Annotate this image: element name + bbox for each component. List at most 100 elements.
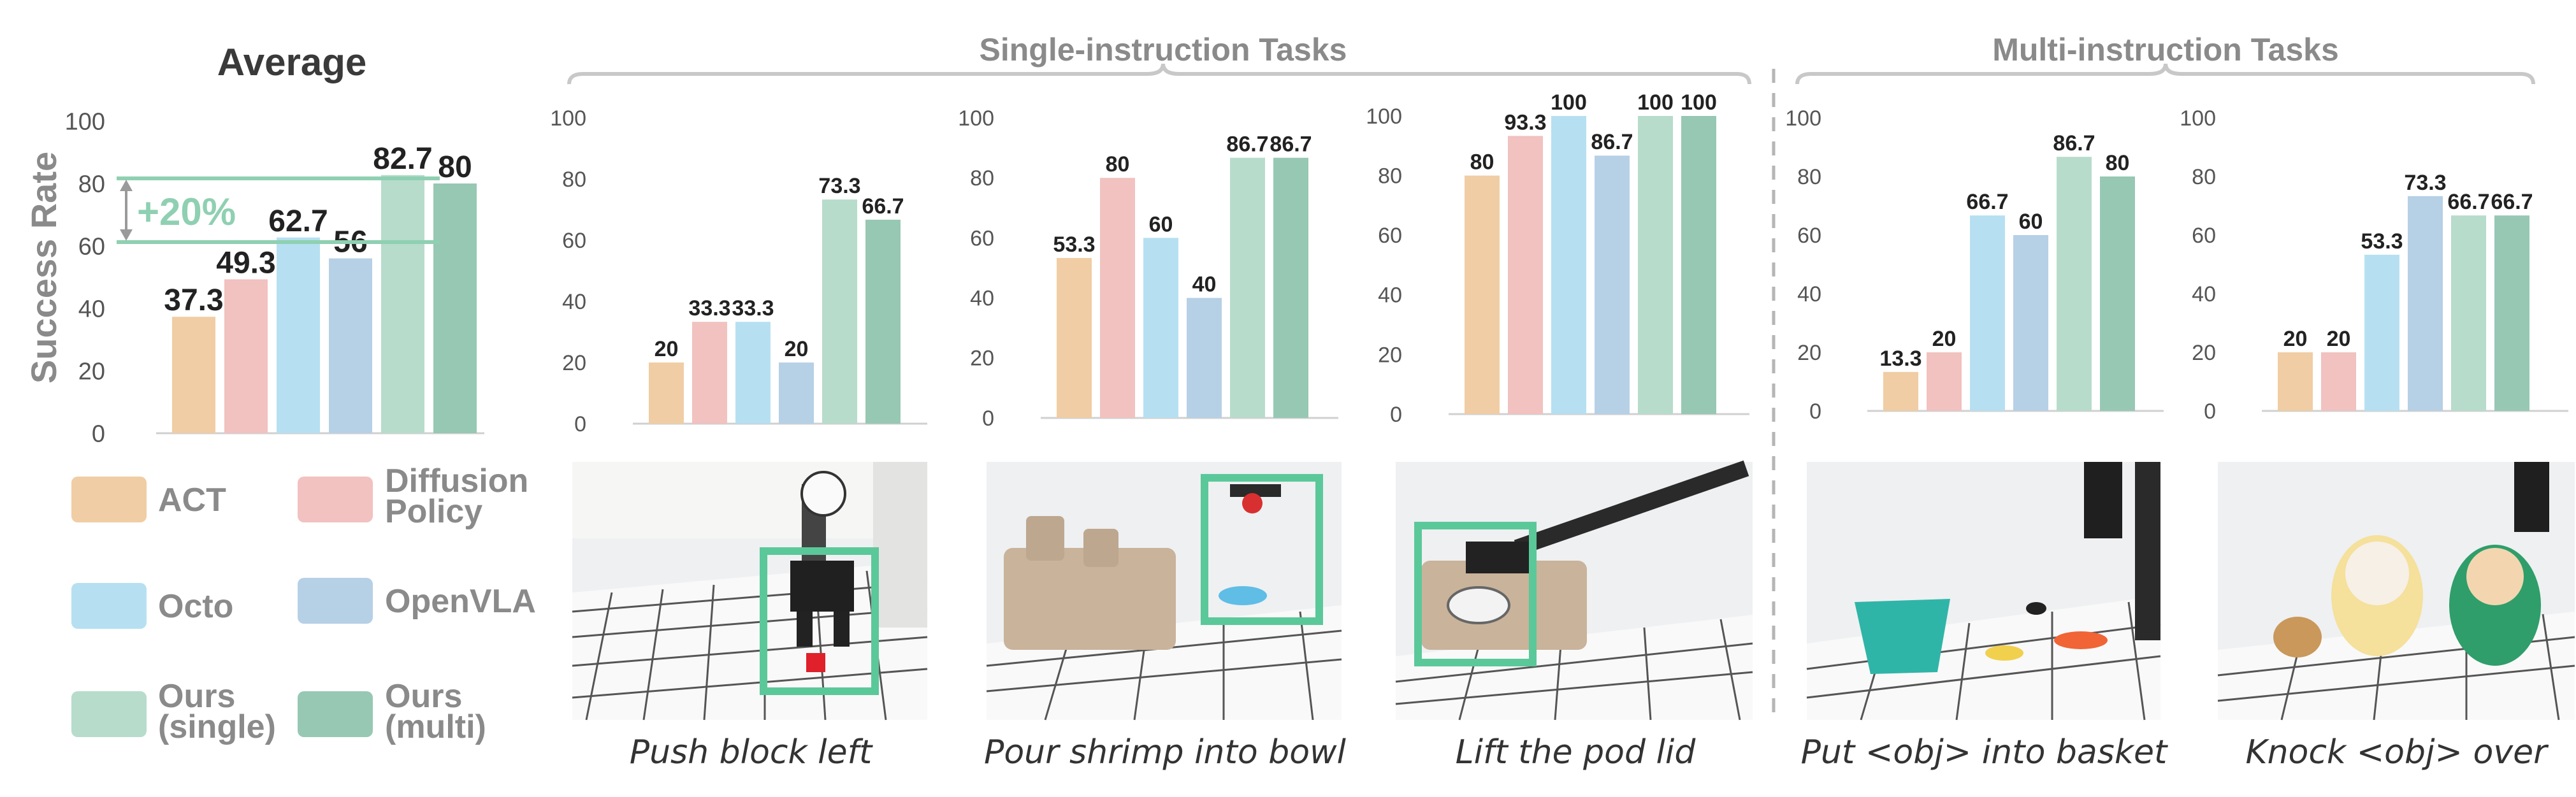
y-tick-label: 60 bbox=[970, 226, 994, 250]
bar-diffusion-policy bbox=[1927, 352, 1962, 411]
legend-swatch bbox=[71, 477, 147, 522]
legend-item-diffusion-policy: Diffusion Policy bbox=[298, 463, 528, 530]
value-label-act: 13.3 bbox=[1879, 347, 1921, 371]
value-label-ours-single: 82.7 bbox=[373, 142, 432, 176]
legend-item-octo: Octo bbox=[71, 583, 233, 629]
legend-item-openvla: OpenVLA bbox=[298, 578, 536, 624]
value-label-act: 80 bbox=[1470, 150, 1494, 175]
value-label-octo: 33.3 bbox=[732, 296, 774, 320]
bar-ours-single bbox=[1638, 116, 1673, 414]
value-label-octo: 66.7 bbox=[1966, 190, 2008, 214]
single-instruction-title: Single-instruction Tasks bbox=[980, 32, 1347, 68]
bar-octo bbox=[1551, 116, 1586, 414]
legend-label: Diffusion bbox=[385, 463, 528, 499]
y-tick-label: 40 bbox=[970, 287, 994, 311]
chart-put-obj-into-basket: 0 20 40 60 80 100 13.3 20 66.7 60 86.7 80 bbox=[1785, 106, 2164, 424]
y-tick-label: 0 bbox=[1390, 403, 1402, 427]
bar-openvla bbox=[1595, 155, 1630, 414]
improvement-label: +20% bbox=[137, 190, 236, 233]
legend-label: Octo bbox=[158, 588, 233, 625]
caption-put-obj-into-basket: Put <obj> into basket bbox=[1801, 733, 2168, 772]
bar-openvla bbox=[1187, 298, 1222, 418]
bar-diffusion-policy bbox=[692, 322, 727, 424]
single-section-brace bbox=[567, 63, 1751, 85]
legend-swatch bbox=[298, 477, 373, 522]
value-label-openvla: 20 bbox=[785, 337, 809, 361]
bar-ours-multi bbox=[2100, 176, 2135, 411]
bar-diffusion-policy bbox=[1508, 136, 1543, 414]
value-label-diffusion-policy: 49.3 bbox=[216, 246, 275, 280]
bar-openvla bbox=[779, 363, 814, 424]
legend-item-ours-multi: Ours (multi) bbox=[298, 678, 486, 745]
legend-label: ACT bbox=[158, 482, 226, 519]
value-label-octo: 53.3 bbox=[2361, 229, 2403, 254]
value-label-act: 20 bbox=[655, 337, 679, 361]
y-tick-label: 60 bbox=[1797, 224, 1821, 248]
value-label-octo: 62.7 bbox=[268, 205, 328, 238]
photo-pour-shrimp-into-bowl bbox=[986, 462, 1342, 721]
y-tick-label: 60 bbox=[78, 233, 105, 260]
legend-label: OpenVLA bbox=[385, 583, 536, 620]
photo-put-obj-into-basket bbox=[1806, 462, 2161, 721]
bar-ours-multi bbox=[433, 183, 477, 433]
y-tick-label: 20 bbox=[2192, 341, 2216, 365]
bar-act bbox=[649, 363, 684, 424]
bar-act bbox=[2278, 352, 2313, 411]
y-tick-label: 60 bbox=[1378, 224, 1402, 248]
y-tick-label: 100 bbox=[958, 106, 994, 131]
caption-lift-the-pod-lid: Lift the pod lid bbox=[1456, 733, 1697, 772]
value-label-ours-multi: 80 bbox=[2106, 151, 2130, 175]
legend-swatch bbox=[71, 583, 147, 629]
multi-instruction-title: Multi-instruction Tasks bbox=[1992, 32, 2339, 68]
bar-ours-multi bbox=[865, 219, 901, 424]
y-tick-label: 40 bbox=[78, 296, 105, 322]
bar-act bbox=[1883, 371, 1918, 411]
value-label-openvla: 86.7 bbox=[1591, 130, 1633, 154]
value-label-ours-single: 100 bbox=[1637, 90, 1674, 115]
y-tick-label: 80 bbox=[562, 168, 586, 192]
bar-octo bbox=[2364, 254, 2399, 411]
y-tick-label: 20 bbox=[1797, 341, 1821, 365]
y-tick-label: 20 bbox=[78, 358, 105, 385]
value-label-octo: 100 bbox=[1551, 90, 1587, 115]
legend-label: (single) bbox=[158, 708, 276, 745]
caption-pour-shrimp-into-bowl: Pour shrimp into bowl bbox=[984, 733, 1347, 772]
legend-item-ours-single: Ours (single) bbox=[71, 678, 276, 745]
y-tick-label: 40 bbox=[562, 290, 586, 314]
bar-ours-multi bbox=[2494, 215, 2529, 411]
value-label-ours-multi: 66.7 bbox=[862, 194, 904, 219]
chart-push-block-left: 0 20 40 60 80 100 20 33.3 33.3 20 73.366.7 bbox=[550, 106, 927, 436]
value-label-openvla: 73.3 bbox=[2404, 171, 2446, 195]
y-tick-label: 100 bbox=[65, 108, 105, 135]
value-label-ours-multi: 66.7 bbox=[2491, 190, 2533, 214]
photo-push-block-left bbox=[572, 462, 928, 721]
bar-octo bbox=[735, 322, 771, 424]
legend-swatch bbox=[71, 691, 147, 737]
improvement-annotation: +20% bbox=[117, 176, 440, 244]
y-tick-label: 20 bbox=[970, 347, 994, 371]
value-label-ours-multi: 100 bbox=[1681, 90, 1717, 115]
y-tick-label: 80 bbox=[78, 171, 105, 197]
bar-octo bbox=[1970, 215, 2005, 411]
bar-octo bbox=[277, 237, 320, 433]
bar-openvla bbox=[2408, 196, 2443, 411]
value-label-ours-single: 66.7 bbox=[2447, 190, 2489, 214]
legend-label: Policy bbox=[385, 493, 482, 530]
value-label-ours-single: 86.7 bbox=[1226, 133, 1268, 157]
bar-octo bbox=[1143, 238, 1178, 418]
bar-diffusion-policy bbox=[224, 279, 268, 433]
y-tick-label: 60 bbox=[2192, 224, 2216, 248]
y-tick-label: 100 bbox=[2180, 106, 2216, 131]
value-label-openvla: 60 bbox=[2019, 210, 2043, 234]
y-tick-label: 0 bbox=[574, 412, 586, 436]
value-label-ours-single: 73.3 bbox=[818, 174, 860, 198]
value-label-octo: 60 bbox=[1149, 212, 1173, 236]
caption-push-block-left: Push block left bbox=[630, 733, 873, 772]
value-label-act: 20 bbox=[2283, 327, 2308, 351]
y-tick-label: 40 bbox=[1797, 282, 1821, 306]
y-axis-label: Success Rate bbox=[24, 152, 64, 384]
y-tick-label: 40 bbox=[2192, 282, 2216, 306]
bar-ours-single bbox=[2451, 215, 2486, 411]
